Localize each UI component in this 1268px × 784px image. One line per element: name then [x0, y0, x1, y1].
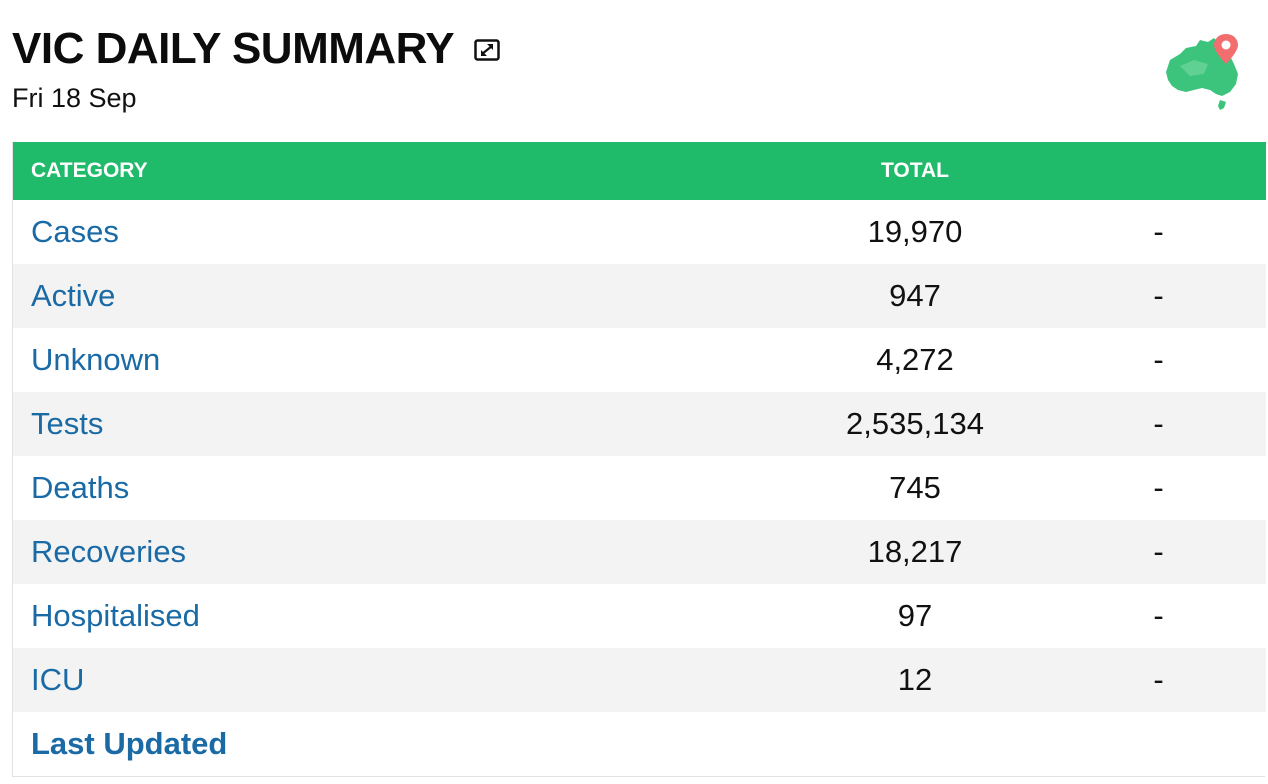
table-row: Active 947 - [13, 264, 1266, 328]
total-cell: 745 [889, 470, 941, 505]
table-row: Cases 19,970 - [13, 200, 1266, 264]
column-header-total: TOTAL [880, 159, 950, 182]
change-cell: - [1153, 214, 1164, 249]
category-link-cases[interactable]: Cases [31, 214, 119, 249]
expand-icon[interactable] [474, 39, 500, 61]
table-row: Unknown 4,272 - [13, 328, 1266, 392]
total-cell: 12 [897, 662, 933, 697]
table-row: Recoveries 18,217 - [13, 520, 1266, 584]
australia-map-pin-icon [1160, 30, 1246, 116]
change-cell: - [1153, 598, 1164, 633]
title-row: VIC DAILY SUMMARY [12, 20, 1266, 78]
total-cell: 97 [897, 598, 933, 633]
total-cell: 18,217 [867, 534, 963, 569]
change-cell: - [1153, 342, 1164, 377]
column-header-change [1051, 142, 1266, 200]
change-cell: - [1153, 662, 1164, 697]
last-updated-link[interactable]: Last Updated [31, 726, 228, 761]
total-cell: 19,970 [867, 214, 963, 249]
table-row: ICU 12 - [13, 648, 1266, 712]
column-header-category: CATEGORY [31, 159, 148, 182]
change-cell: - [1153, 470, 1164, 505]
total-cell: 947 [889, 278, 941, 313]
category-link-unknown[interactable]: Unknown [31, 342, 161, 377]
summary-table-container: CATEGORY TOTAL Cases 19,970 - Active 947… [12, 142, 1266, 777]
category-link-hospitalised[interactable]: Hospitalised [31, 598, 200, 633]
category-link-active[interactable]: Active [31, 278, 116, 313]
last-updated-value [779, 712, 1051, 776]
summary-date: Fri 18 Sep [12, 83, 137, 113]
summary-table: CATEGORY TOTAL Cases 19,970 - Active 947… [13, 142, 1266, 776]
page-title: VIC DAILY SUMMARY [12, 24, 455, 73]
last-updated-change [1051, 712, 1266, 776]
total-cell: 4,272 [876, 342, 954, 377]
summary-header: VIC DAILY SUMMARY Fri 18 Sep [12, 20, 1266, 130]
table-row: Tests 2,535,134 - [13, 392, 1266, 456]
category-link-tests[interactable]: Tests [31, 406, 104, 441]
category-link-recoveries[interactable]: Recoveries [31, 534, 187, 569]
category-link-deaths[interactable]: Deaths [31, 470, 130, 505]
table-row: Hospitalised 97 - [13, 584, 1266, 648]
table-row: Deaths 745 - [13, 456, 1266, 520]
change-cell: - [1153, 534, 1164, 569]
change-cell: - [1153, 278, 1164, 313]
table-row-last-updated: Last Updated [13, 712, 1266, 776]
table-header-row: CATEGORY TOTAL [13, 142, 1266, 200]
change-cell: - [1153, 406, 1164, 441]
total-cell: 2,535,134 [846, 406, 984, 441]
category-link-icu[interactable]: ICU [31, 662, 85, 697]
